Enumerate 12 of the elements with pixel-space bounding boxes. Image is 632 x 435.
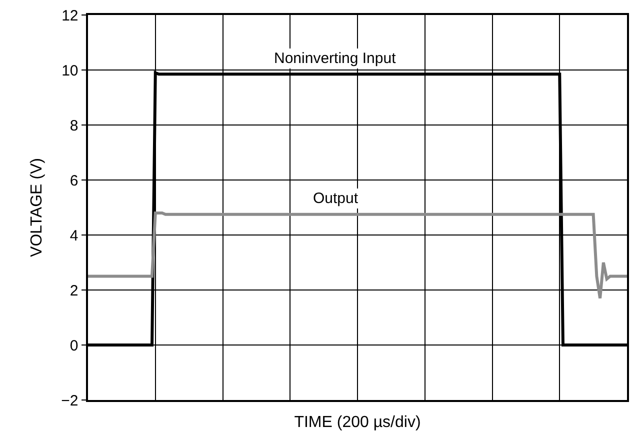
y-tick-label: 8 — [70, 117, 78, 134]
y-tick-label: 12 — [62, 7, 78, 24]
y-tick-label: 2 — [70, 282, 78, 300]
y-tick-label: 10 — [62, 62, 78, 80]
series-label: Noninverting Input — [274, 50, 397, 67]
y-tick-label: 4 — [70, 227, 78, 244]
y-tick-label: −2 — [61, 392, 78, 410]
y-tick-label: 6 — [70, 172, 78, 190]
y-tick-label: 0 — [70, 337, 78, 354]
y-axis-title: VOLTAGE (V) — [28, 158, 46, 257]
x-axis-title: TIME (200 µs/div) — [294, 414, 421, 431]
series-label: Output — [313, 190, 359, 207]
